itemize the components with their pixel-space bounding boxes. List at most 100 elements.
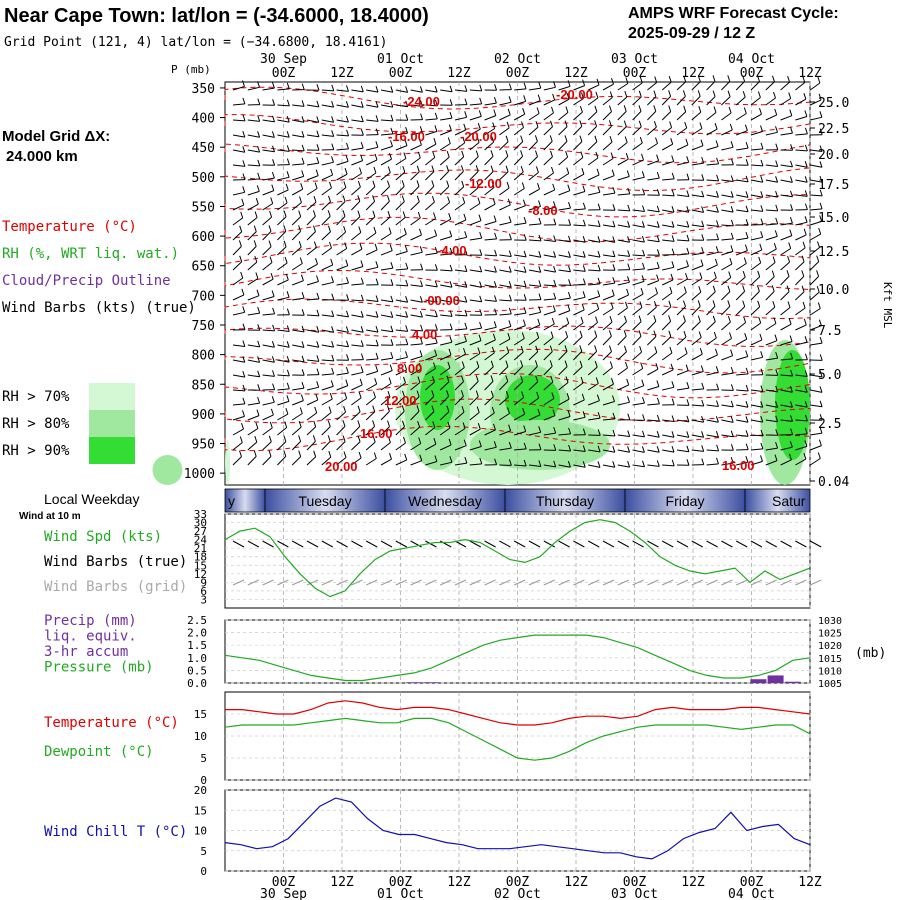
- wind-barb: [395, 201, 405, 211]
- wind-barb: [632, 268, 645, 271]
- hour-label-bottom: 12Z: [798, 875, 822, 890]
- wind-barb: [454, 142, 465, 151]
- y-tick-label: 850: [192, 378, 215, 393]
- wind-barb: [306, 247, 317, 256]
- wind-barb: [439, 396, 449, 406]
- wind-barb: [573, 416, 586, 421]
- wind-barb-flag: [716, 383, 720, 390]
- wind-barb-flag: [775, 204, 779, 212]
- wind-barb-flag: [462, 136, 466, 144]
- wind-barb-flag: [316, 341, 320, 348]
- wind-barb: [617, 126, 627, 136]
- wind-barb: [365, 232, 377, 241]
- wind-barb-flag: [597, 461, 601, 468]
- wind-barb-flag: [345, 379, 349, 386]
- wind-barb: [543, 86, 556, 91]
- wind-barb-flag: [568, 201, 571, 209]
- wind-barb-flag: [804, 400, 808, 408]
- wind-barb: [469, 237, 482, 241]
- wind-barb-flag: [655, 137, 658, 144]
- wind-barb: [558, 336, 568, 346]
- wind-barb-flag: [683, 300, 686, 307]
- wind-barb: [499, 156, 509, 166]
- wind-barb: [454, 299, 467, 303]
- wind-barb-flag: [730, 430, 734, 437]
- wind-barb-flag: [257, 145, 261, 153]
- wind-barb: [543, 99, 555, 106]
- wind-barb-flag: [642, 414, 646, 421]
- wind-barb: [321, 540, 334, 548]
- wind-barb: [750, 131, 763, 136]
- wind-barb: [291, 202, 302, 211]
- precip-bar: [406, 682, 423, 683]
- wind-barb: [676, 265, 689, 271]
- wind-barb: [617, 158, 629, 166]
- wind-barb: [366, 370, 378, 376]
- wind-speed-line: [224, 519, 811, 598]
- wind-barb: [351, 104, 364, 108]
- wind-barb-flag: [460, 390, 464, 397]
- wind-barb-flag: [760, 442, 764, 450]
- wind-barb-flag: [492, 198, 496, 205]
- wind-barb: [454, 116, 467, 121]
- wind-barb-flag: [596, 394, 600, 401]
- wind-barb: [617, 464, 630, 468]
- wind-barb-flag: [802, 241, 806, 249]
- wind-barb-flag: [479, 309, 483, 316]
- wind-barb-flag: [552, 93, 556, 101]
- wind-barb: [736, 404, 749, 408]
- wind-barb-flag: [374, 243, 378, 251]
- wind-barb-flag: [253, 450, 257, 457]
- wind-barb: [765, 81, 775, 91]
- wind-barb: [721, 112, 732, 121]
- wind-barb: [588, 239, 601, 243]
- wind-barb: [395, 89, 408, 93]
- wind-barb-flag: [611, 169, 615, 176]
- wind-barb-flag: [523, 95, 527, 102]
- wind-barb: [469, 299, 482, 303]
- wind-barb-flag: [712, 90, 716, 97]
- wind-barb-flag: [745, 443, 749, 450]
- wind-barb-grid: [380, 579, 393, 586]
- wind-barb: [395, 299, 408, 303]
- wind-barb: [750, 460, 763, 466]
- wind-barb-flag: [701, 206, 705, 213]
- wind-barb: [410, 251, 423, 256]
- wind-barb-flag: [549, 135, 553, 142]
- wind-barb-flag: [568, 279, 572, 286]
- wind-barb: [617, 307, 628, 316]
- wind-barb: [721, 277, 732, 286]
- wind-barb: [336, 540, 348, 548]
- wind-barb-flag: [653, 300, 657, 308]
- wind-barb: [499, 204, 511, 211]
- isotherm: [224, 192, 811, 218]
- wind-barb-flag: [403, 376, 406, 384]
- wind-barb: [454, 462, 467, 466]
- wind-barb-flag: [375, 295, 379, 302]
- wind-barb: [247, 359, 260, 363]
- wind-barb-flag: [730, 158, 734, 165]
- wind-barb-flag: [494, 84, 498, 91]
- wind-barb: [351, 119, 364, 123]
- wind-barb: [262, 134, 275, 138]
- wind-barb: [661, 336, 672, 346]
- wind-barb: [647, 160, 659, 166]
- wind-barb-flag: [479, 457, 483, 465]
- wind-barb-flag: [701, 156, 705, 164]
- wind-barb: [588, 269, 601, 272]
- wind-barb: [395, 459, 407, 466]
- wind-barb-flag: [712, 285, 716, 292]
- wind-barb-flag: [775, 351, 779, 359]
- wind-barb: [573, 336, 583, 346]
- wind-barb: [321, 264, 333, 271]
- wind-barb-flag: [268, 435, 272, 442]
- wind-barb: [662, 161, 674, 166]
- wind-barb-flag: [760, 415, 764, 423]
- wind-barb: [691, 353, 703, 361]
- wind-barb-flag: [420, 280, 423, 287]
- wind-barb: [528, 284, 541, 287]
- wind-barb: [277, 189, 289, 196]
- wind-barb: [617, 540, 630, 548]
- wind-barb: [573, 141, 583, 151]
- wind-barb: [454, 328, 467, 331]
